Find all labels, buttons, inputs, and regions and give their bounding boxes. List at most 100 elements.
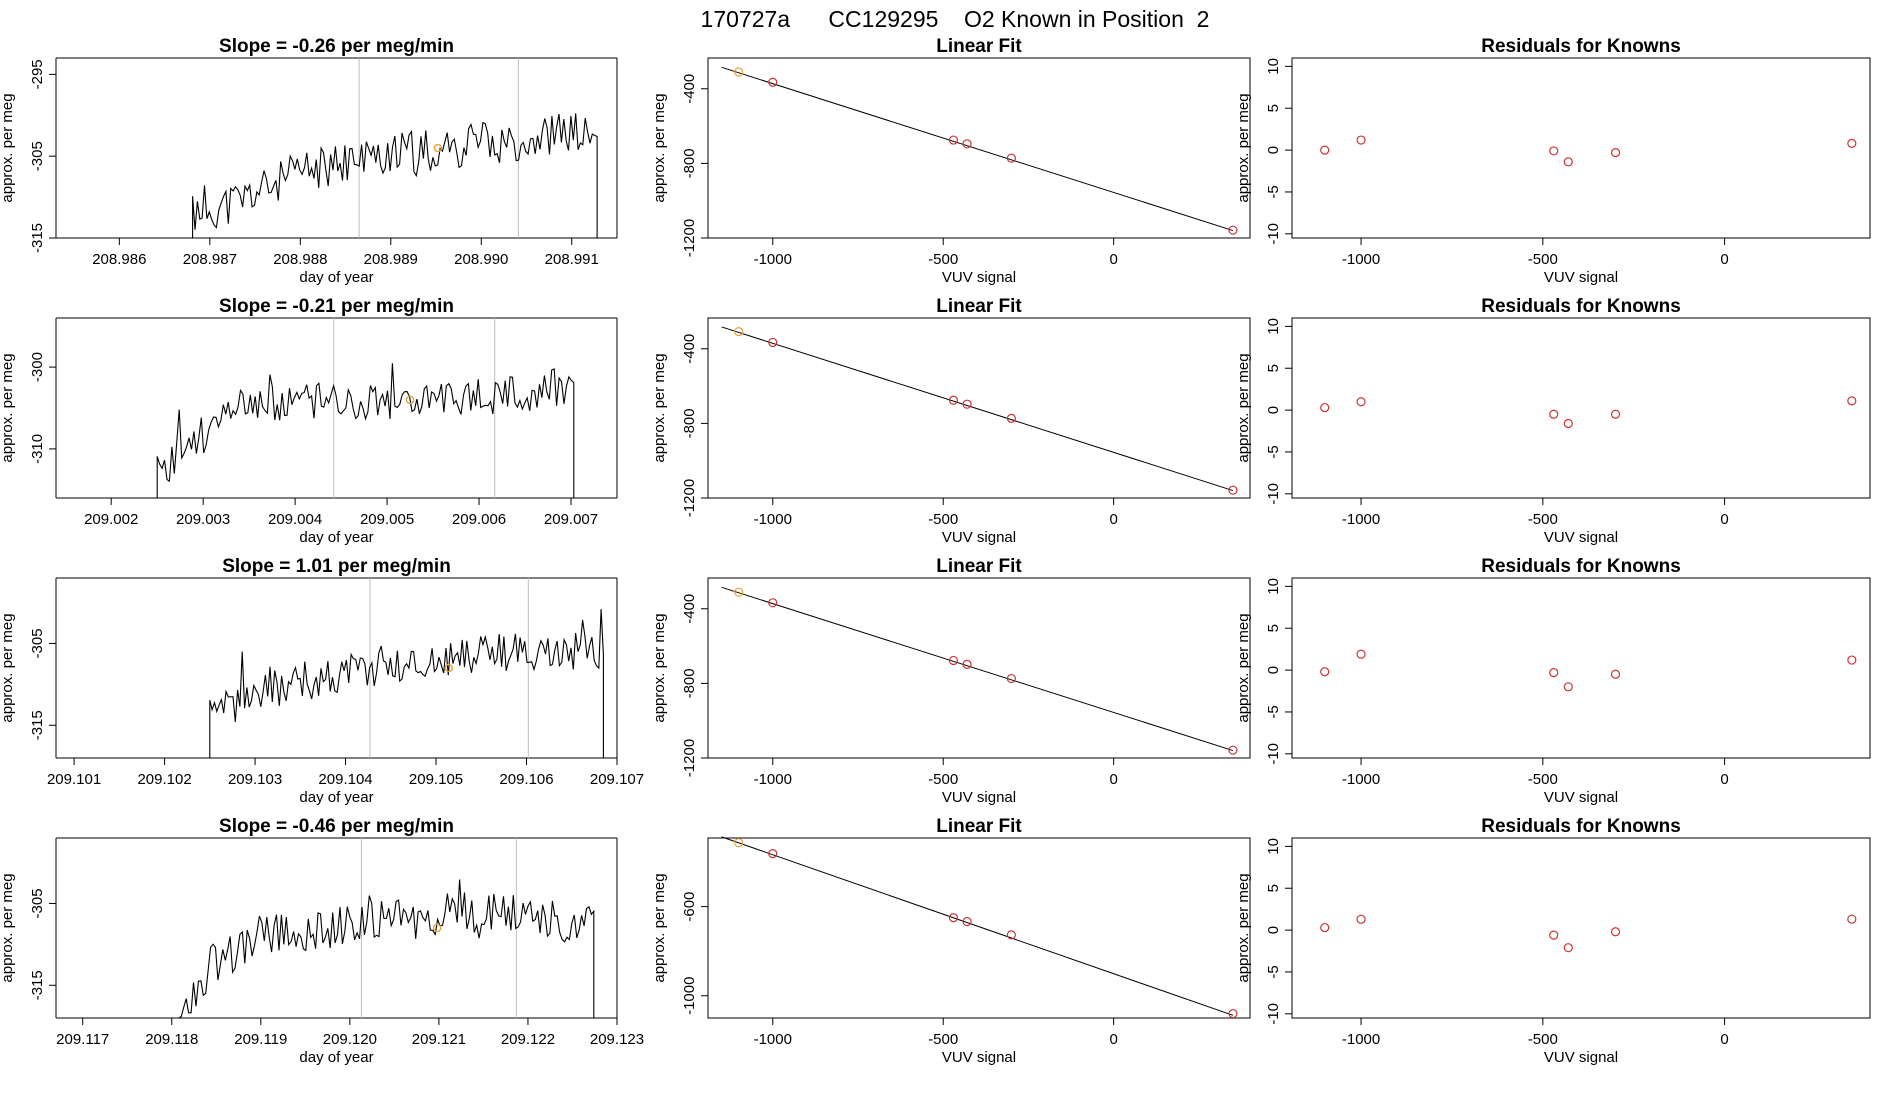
chart-panel-time-series-row-1: Slope = -0.26 per meg/min 208.986 208.987 2…	[0, 36, 618, 286]
x-tick-label: 208.986	[92, 251, 146, 268]
x-axis-label: day of year	[299, 269, 373, 286]
y-tick-label: -400	[681, 74, 698, 104]
x-tick-label: 208.989	[364, 251, 418, 268]
y-tick-label: -10	[1265, 483, 1282, 505]
data-point	[948, 913, 959, 923]
y-tick-label: -1200	[681, 479, 698, 517]
x-tick-label: 209.003	[176, 511, 230, 528]
x-tick-label: -500	[928, 251, 958, 268]
data-point	[1356, 397, 1366, 407]
plot-frame	[1291, 317, 1871, 499]
y-tick-label: -305	[29, 628, 46, 658]
y-tick-label: 0	[1265, 406, 1282, 414]
y-tick-label: -400	[681, 334, 698, 364]
data-point	[1006, 413, 1016, 423]
data-point	[1847, 138, 1857, 148]
y-tick-label: -305	[29, 141, 46, 171]
x-tick-label: 208.991	[545, 251, 599, 268]
data-point	[768, 848, 778, 859]
y-axis-label: approx. per meg	[651, 93, 668, 202]
data-point	[1847, 914, 1857, 924]
panel-grid: Slope = -0.26 per meg/min 208.986 208.987 2…	[0, 36, 1871, 1066]
data-point	[1563, 943, 1573, 953]
x-tick-label: 209.005	[360, 511, 414, 528]
data-point	[768, 598, 778, 608]
y-tick-label: -1000	[681, 977, 698, 1015]
x-axis-label: VUV signal	[1544, 1049, 1618, 1066]
x-tick-label: 0	[1109, 251, 1117, 268]
x-tick-label: 0	[1720, 251, 1728, 268]
known-sample-marker	[444, 663, 454, 673]
data-point	[1228, 1008, 1238, 1019]
x-axis-label: VUV signal	[1544, 529, 1618, 546]
x-tick-label: 209.104	[318, 771, 372, 788]
chart-title: Linear Fit	[936, 816, 1022, 837]
x-axis-label: VUV signal	[942, 789, 1016, 806]
data-point	[1320, 667, 1330, 677]
chart-title: Slope = -0.46 per meg/min	[219, 816, 454, 837]
x-axis-label: VUV signal	[1544, 269, 1618, 286]
y-tick-label: -10	[1265, 1003, 1282, 1025]
y-tick-label: -5	[1265, 445, 1282, 458]
x-tick-label: -1000	[754, 251, 792, 268]
x-axis-label: VUV signal	[942, 1049, 1016, 1066]
data-point	[948, 135, 959, 145]
data-point	[1610, 669, 1621, 679]
plot-frame	[707, 837, 1251, 1019]
data-point	[1228, 745, 1238, 755]
data-point	[1610, 409, 1621, 419]
y-tick-label: -1200	[681, 219, 698, 257]
fit-line	[721, 326, 1234, 492]
y-axis-label: approx. per meg	[651, 873, 668, 982]
x-tick-label: 209.007	[544, 511, 598, 528]
data-point	[1563, 418, 1573, 429]
chart-panel-linear-fit-row-2: Linear Fit -1000 -500 0 -400 -800 -1200 VUV sig…	[651, 296, 1251, 546]
x-tick-label: -500	[1528, 1031, 1558, 1048]
y-tick-label: -315	[29, 223, 46, 253]
x-tick-label: 0	[1720, 1031, 1728, 1048]
data-point	[1356, 649, 1366, 659]
plot-frame	[1291, 577, 1871, 759]
y-tick-label: -800	[681, 408, 698, 438]
x-tick-label: -1000	[1342, 771, 1380, 788]
y-axis-label: approx. per meg	[1235, 873, 1252, 982]
chart-panel-linear-fit-row-4: Linear Fit -1000 -500 0 -600 -1000 VUV signal a…	[651, 816, 1251, 1066]
data-point	[962, 916, 972, 927]
y-axis-label: approx. per meg	[1235, 613, 1252, 722]
y-axis-label: approx. per meg	[0, 873, 16, 982]
data-point	[1847, 655, 1857, 665]
x-axis-label: day of year	[299, 529, 373, 546]
y-axis-label: approx. per meg	[0, 93, 16, 202]
y-axis-label: approx. per meg	[0, 353, 16, 462]
x-tick-label: 209.107	[590, 771, 644, 788]
y-tick-label: 10	[1265, 578, 1282, 595]
y-axis-label: approx. per meg	[651, 353, 668, 462]
y-tick-label: 10	[1265, 318, 1282, 335]
x-tick-label: 208.990	[454, 251, 508, 268]
x-tick-label: 0	[1720, 511, 1728, 528]
y-tick-label: -295	[29, 59, 46, 89]
y-tick-label: -5	[1265, 965, 1282, 978]
data-point	[1549, 146, 1559, 156]
y-tick-label: -5	[1265, 705, 1282, 718]
y-tick-label: 5	[1265, 104, 1282, 112]
x-tick-label: 209.105	[409, 771, 463, 788]
plot-frame	[707, 577, 1251, 759]
y-tick-label: 10	[1265, 838, 1282, 855]
x-tick-label: 209.121	[412, 1031, 466, 1048]
y-tick-label: -800	[681, 148, 698, 178]
data-point	[1228, 225, 1238, 235]
signal-trace	[156, 363, 575, 498]
y-axis-label: approx. per meg	[0, 613, 16, 722]
signal-trace	[209, 609, 604, 758]
x-tick-label: 0	[1109, 771, 1117, 788]
x-tick-label: -1000	[1342, 251, 1380, 268]
signal-trace	[178, 879, 595, 1019]
data-point	[1610, 148, 1621, 158]
x-axis-label: VUV signal	[942, 269, 1016, 286]
y-tick-label: -315	[29, 710, 46, 740]
x-tick-label: -500	[928, 771, 958, 788]
data-point	[1356, 135, 1366, 145]
y-tick-label: -310	[29, 434, 46, 464]
x-tick-label: 208.988	[273, 251, 327, 268]
